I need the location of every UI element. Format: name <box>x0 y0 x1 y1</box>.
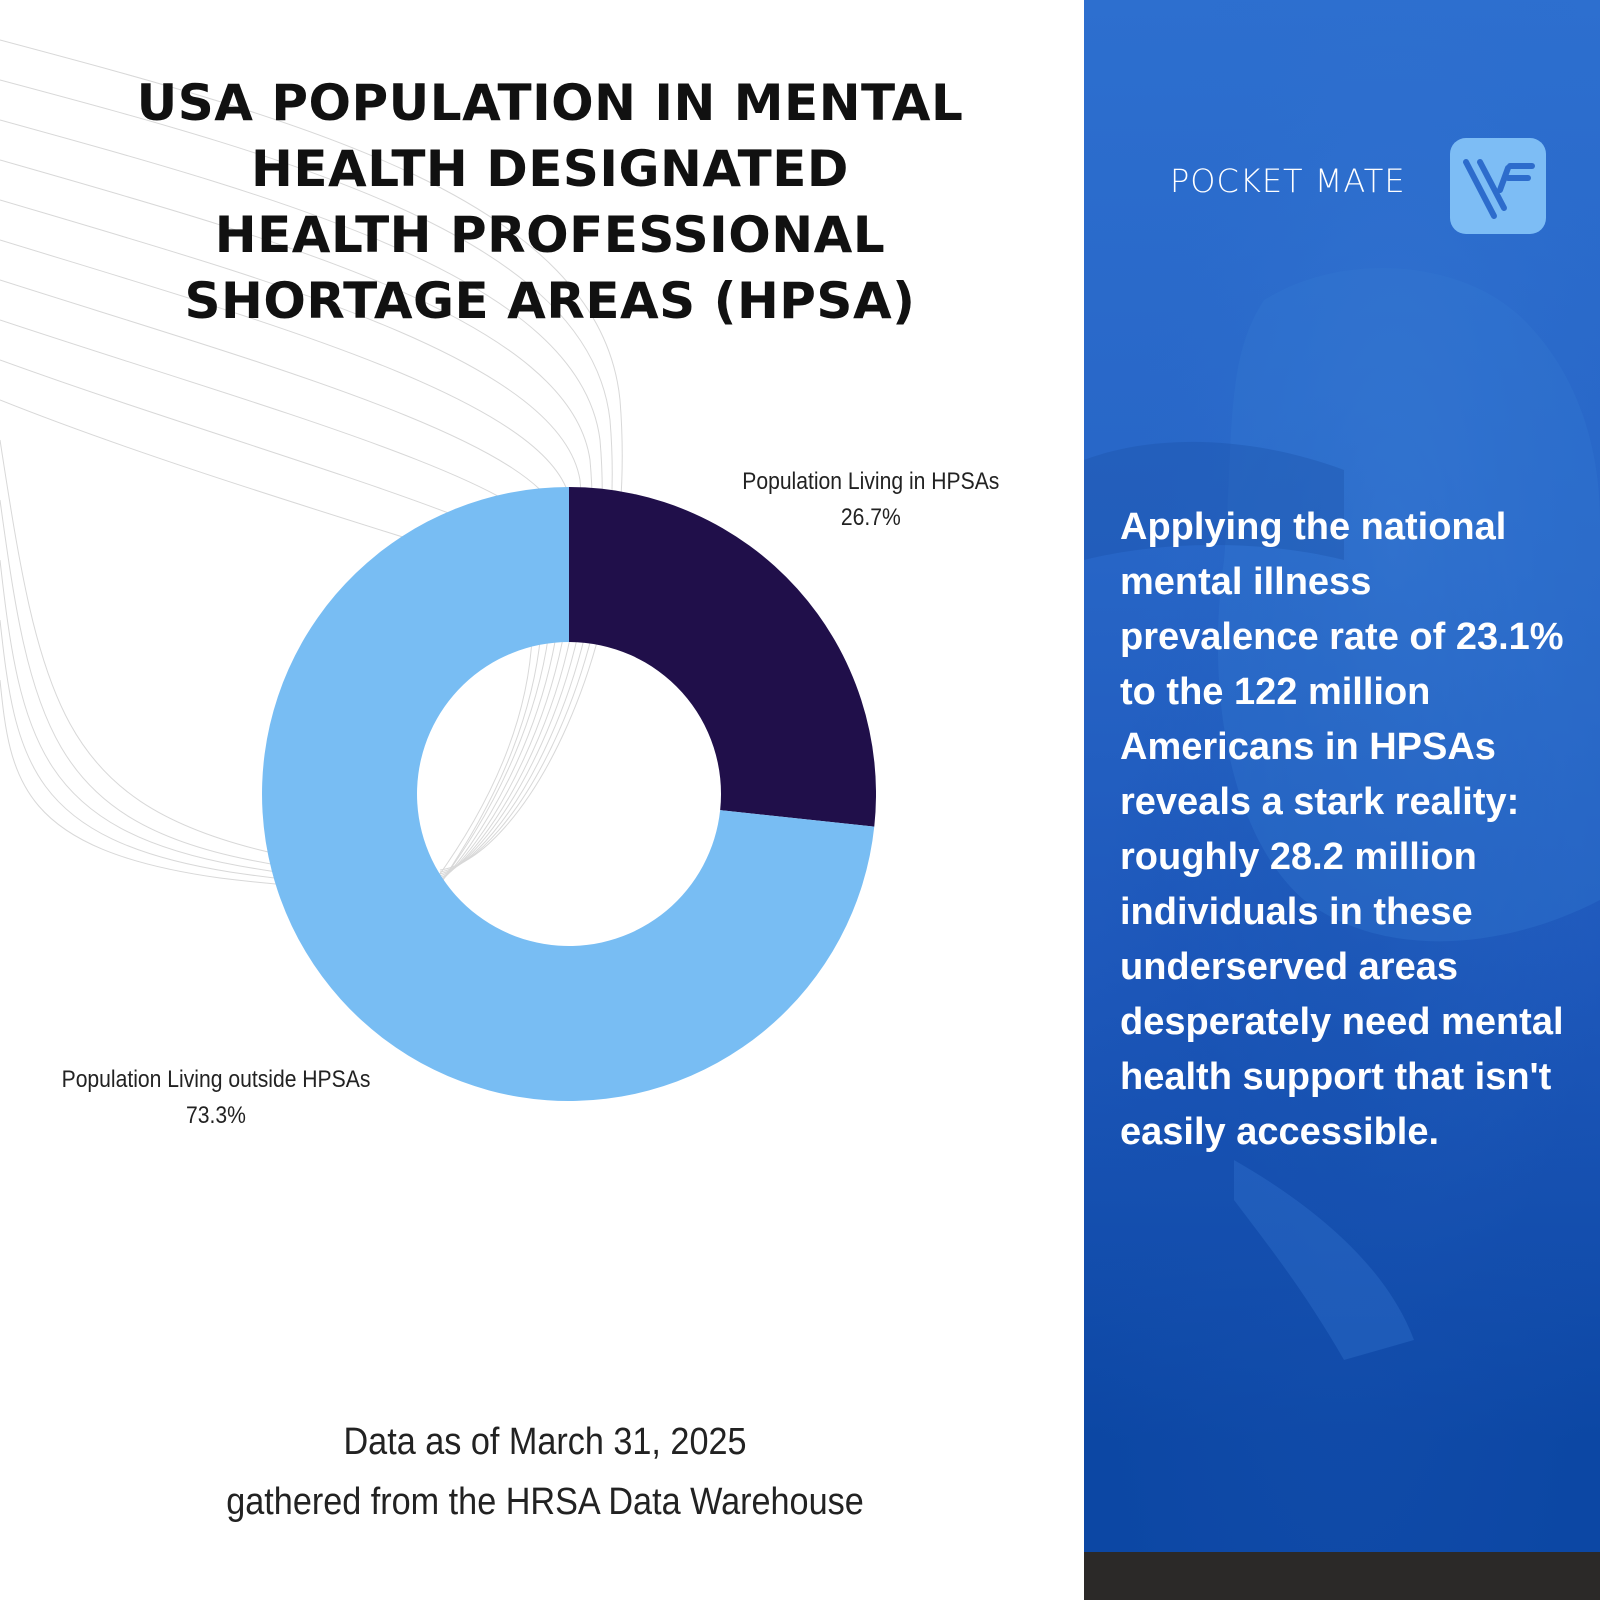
donut-chart <box>262 487 876 1101</box>
background-photo-overlay <box>1084 0 1600 1552</box>
title-line-2: HEALTH DESIGNATED <box>251 140 849 198</box>
logo-glyph-icon <box>1463 159 1535 219</box>
label-in-hpsa-text: Population Living in HPSAs <box>742 468 1000 495</box>
slice-in-hpsa <box>569 487 876 827</box>
footer-line-1: Data as of March 31, 2025 <box>343 1421 747 1463</box>
title-line-3: HEALTH PROFESSIONAL <box>214 206 886 264</box>
label-outside-hpsa-text: Population Living outside HPSAs <box>61 1066 371 1093</box>
chart-title: USA POPULATION IN MENTAL HEALTH DESIGNAT… <box>60 70 1040 334</box>
pocket-mate-logo-icon <box>1450 138 1546 234</box>
title-line-4: SHORTAGE AREAS (HPSA) <box>184 272 916 330</box>
slice-outside-hpsa <box>262 487 875 1101</box>
chart-panel: USA POPULATION IN MENTAL HEALTH DESIGNAT… <box>0 39 1050 1532</box>
insight-text: Applying the national mental illness pre… <box>1120 506 1564 1153</box>
title-line-1: USA POPULATION IN MENTAL <box>136 74 964 132</box>
bottom-bar <box>1084 1552 1600 1600</box>
brand-name: POCKET MATE <box>1170 162 1406 200</box>
data-source-note: Data as of March 31, 2025 gathered from … <box>40 1412 1050 1532</box>
label-outside-hpsa: Population Living outside HPSAs 73.3% <box>40 1062 392 1134</box>
info-sidebar: POCKET MATE Applying the national mental… <box>1084 0 1600 1600</box>
footer-line-2: gathered from the HRSA Data Warehouse <box>226 1481 864 1523</box>
label-in-hpsa: Population Living in HPSAs 26.7% <box>730 464 1012 536</box>
label-outside-hpsa-value: 73.3% <box>186 1102 246 1129</box>
label-in-hpsa-value: 26.7% <box>840 504 901 531</box>
